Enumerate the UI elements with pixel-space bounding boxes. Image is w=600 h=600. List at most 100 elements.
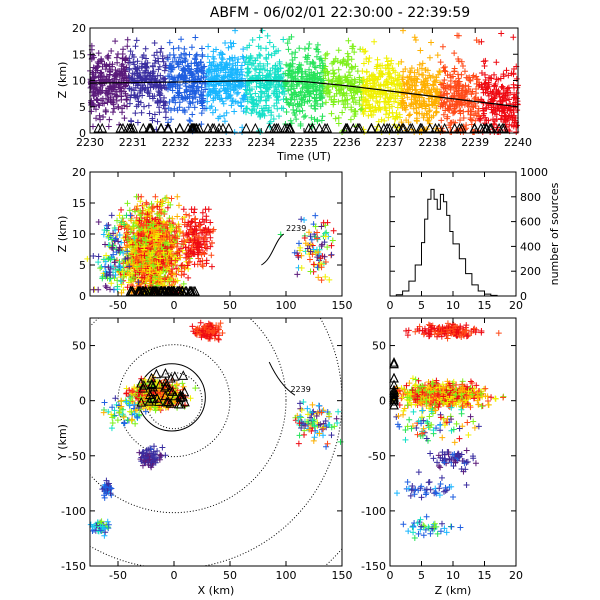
x-height-source [312,212,319,219]
time-height-source [151,40,158,47]
time-height-source [164,54,171,61]
time-height-source [285,87,292,94]
time-height-source [440,64,447,71]
x-height-source [90,286,97,293]
time-height-source [156,63,163,70]
time-height-source [300,113,307,120]
time-height-source [153,49,160,56]
time-height-source [455,56,462,63]
time-height-source [105,123,112,130]
x-tick-label: 2236 [333,136,361,149]
x-height-source [97,265,104,272]
time-height-source [445,106,452,113]
time-height-source [199,53,206,60]
time-height-source [229,97,236,104]
x-height-source [298,216,305,223]
x-tick-label: 15 [478,299,492,312]
time-height-source [459,62,466,69]
x-tick-label: 150 [332,299,353,312]
x-height-source [105,222,112,229]
time-height-source [141,86,148,93]
time-height-source [124,43,131,50]
time-height-source [276,113,283,120]
time-height-source [425,117,432,124]
time-height-source [332,115,339,122]
x-height-source [328,251,335,258]
time-height-source [118,96,125,103]
time-height-source [506,96,513,103]
time-height-source [428,39,435,46]
time-height-source [383,55,390,62]
y-tick-label: 10 [72,228,86,241]
time-height-source [178,36,185,43]
time-height-source [322,51,329,58]
time-height-source [262,97,269,104]
time-height-source [234,59,241,66]
y-tick-label: 5 [79,259,86,272]
y-tick-label: 0 [79,290,86,303]
time-height-source [271,102,278,109]
time-height-source [232,27,239,34]
x-height-source [118,206,125,213]
time-height-source [113,54,120,61]
time-height-source [467,77,474,84]
time-height-source [444,72,451,79]
time-height-source [170,51,177,58]
time-height-source [274,105,281,112]
flash-time-annotation: 2239 [286,224,306,233]
time-height-source [104,99,111,106]
time-height-source [377,94,384,101]
time-height-source [264,32,271,39]
y-tick-label: 1000 [520,166,548,179]
x-height-source [322,273,329,280]
time-height-source [160,58,167,65]
time-height-source [162,114,169,121]
time-height-source [204,98,211,105]
time-height-source [373,65,380,72]
y-tick-label: 5 [79,101,86,114]
time-height-source [473,90,480,97]
x-height-source [295,240,302,247]
time-height-source [389,65,396,72]
time-height-source [121,115,128,122]
time-height-source [166,39,173,46]
time-height-source [251,65,258,72]
x-height-source [90,253,97,260]
time-height-source [441,76,448,83]
x-height-source [294,271,301,278]
ground-triangle-marker [241,122,252,133]
time-height-source [110,109,117,116]
x-height-source [315,274,322,281]
x-height-source [314,229,321,236]
x-height-source [168,195,175,202]
time-height-source [238,62,245,69]
time-height-source [411,34,418,41]
time-height-source [280,36,287,43]
time-height-source [359,68,366,75]
time-height-source [284,40,291,47]
time-height-source [249,36,256,43]
x-height-source [208,252,215,259]
time-height-source [103,108,110,115]
time-height-source [138,109,145,116]
x-height-source [196,222,203,229]
time-height-source [499,83,506,90]
time-height-source [126,100,133,107]
time-height-source [220,100,227,107]
x-height-source [180,206,187,213]
time-height-source [243,105,250,112]
x-height-source [124,200,131,207]
time-height-source [292,49,299,56]
x-height-source [310,261,317,268]
y-tick-label: 20 [72,22,86,35]
x-height-source [298,264,305,271]
time-height-source [432,109,439,116]
time-height-source [122,83,129,90]
time-height-source [498,30,505,37]
time-height-source [238,102,245,109]
time-height-source [305,45,312,52]
x-tick-label: 2233 [204,136,232,149]
time-height-source [385,114,392,121]
x-tick-label: 2239 [461,136,489,149]
time-height-source [465,103,472,110]
